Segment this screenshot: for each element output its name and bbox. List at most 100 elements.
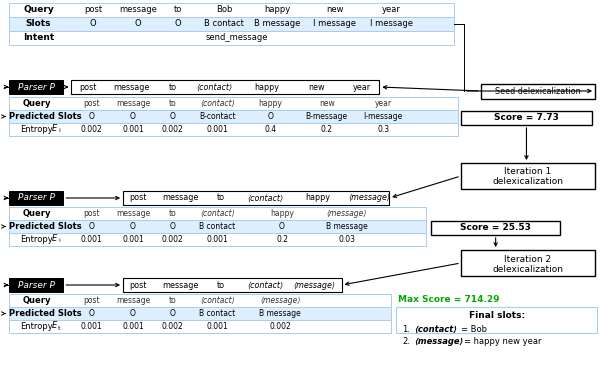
Text: Entropy: Entropy — [20, 125, 53, 134]
FancyBboxPatch shape — [481, 84, 595, 99]
FancyBboxPatch shape — [9, 307, 391, 320]
Text: ⟨message⟩: ⟨message⟩ — [293, 280, 335, 289]
Text: O: O — [279, 222, 285, 231]
Text: O: O — [88, 309, 94, 318]
Text: i: i — [59, 239, 60, 243]
Text: B-message: B-message — [305, 112, 348, 121]
Text: ⟨contact⟩: ⟨contact⟩ — [414, 324, 457, 333]
Text: Entropy: Entropy — [20, 235, 53, 244]
Text: ⟨contact⟩: ⟨contact⟩ — [196, 83, 232, 92]
Text: B contact: B contact — [205, 20, 244, 28]
Text: O: O — [130, 112, 136, 121]
Text: O: O — [90, 20, 97, 28]
Text: O: O — [175, 20, 181, 28]
Text: happy: happy — [254, 83, 280, 92]
Text: i: i — [59, 128, 60, 133]
Text: post: post — [129, 193, 146, 202]
Text: 2.: 2. — [402, 337, 410, 346]
Text: 0.002: 0.002 — [162, 125, 184, 134]
Text: = Bob: = Bob — [461, 324, 487, 333]
FancyBboxPatch shape — [9, 191, 64, 205]
Text: Bob: Bob — [216, 5, 233, 14]
Text: 0.001: 0.001 — [80, 235, 102, 244]
Text: Predicted Slots: Predicted Slots — [9, 112, 82, 121]
FancyBboxPatch shape — [9, 278, 64, 292]
Text: ⟨contact⟩: ⟨contact⟩ — [247, 280, 283, 289]
Text: ⟨contact⟩: ⟨contact⟩ — [247, 193, 283, 202]
Text: Parser P: Parser P — [17, 193, 55, 202]
FancyBboxPatch shape — [9, 233, 426, 246]
Text: Parser P: Parser P — [17, 280, 55, 289]
FancyBboxPatch shape — [9, 3, 454, 17]
FancyBboxPatch shape — [9, 123, 458, 136]
Text: message: message — [113, 83, 149, 92]
Text: 1.: 1. — [402, 324, 410, 333]
Text: message: message — [163, 280, 199, 289]
FancyBboxPatch shape — [123, 191, 389, 205]
Text: = happy new year: = happy new year — [464, 337, 541, 346]
Text: O: O — [170, 309, 176, 318]
Text: Score = 25.53: Score = 25.53 — [460, 223, 531, 232]
FancyBboxPatch shape — [9, 320, 391, 333]
Text: message: message — [116, 99, 150, 108]
Text: year: year — [352, 83, 371, 92]
Text: Max Score = 714.29: Max Score = 714.29 — [398, 296, 500, 305]
FancyBboxPatch shape — [461, 250, 595, 276]
Text: 0.001: 0.001 — [80, 322, 102, 331]
Text: O: O — [134, 20, 141, 28]
Text: 0.2: 0.2 — [276, 235, 288, 244]
Text: 0.3: 0.3 — [377, 125, 389, 134]
FancyBboxPatch shape — [461, 111, 592, 125]
Text: t: t — [58, 326, 61, 330]
Text: to: to — [169, 209, 176, 218]
FancyBboxPatch shape — [9, 17, 454, 31]
Text: message: message — [116, 209, 150, 218]
Text: Query: Query — [23, 5, 54, 14]
Text: Intent: Intent — [23, 34, 54, 43]
Text: I-message: I-message — [364, 112, 403, 121]
Text: new: new — [308, 83, 325, 92]
Text: Query: Query — [22, 99, 51, 108]
Text: O: O — [88, 222, 94, 231]
Text: ⟨message⟩: ⟨message⟩ — [414, 337, 464, 346]
Text: message: message — [116, 296, 150, 305]
Text: O: O — [130, 309, 136, 318]
Text: happy: happy — [258, 99, 282, 108]
Text: B contact: B contact — [199, 222, 236, 231]
Text: to: to — [169, 296, 176, 305]
Text: Query: Query — [22, 296, 51, 305]
Text: Slots: Slots — [26, 20, 51, 28]
Text: post: post — [83, 99, 100, 108]
FancyBboxPatch shape — [9, 31, 454, 45]
Text: post: post — [84, 5, 102, 14]
Text: post: post — [83, 209, 100, 218]
Text: 0.001: 0.001 — [206, 322, 228, 331]
Text: delexicalization: delexicalization — [493, 177, 563, 186]
Text: to: to — [217, 280, 224, 289]
Text: year: year — [382, 5, 401, 14]
Text: B-contact: B-contact — [199, 112, 236, 121]
Text: ⟨contact⟩: ⟨contact⟩ — [200, 209, 235, 218]
Text: post: post — [129, 280, 146, 289]
Text: O: O — [267, 112, 273, 121]
Text: Seed delexicalization: Seed delexicalization — [495, 87, 581, 96]
Text: Final slots:: Final slots: — [469, 312, 525, 321]
Text: Parser P: Parser P — [17, 83, 55, 92]
Text: 0.001: 0.001 — [122, 125, 144, 134]
Text: 0.002: 0.002 — [80, 125, 102, 134]
Text: Entropy: Entropy — [20, 322, 53, 331]
Text: 0.001: 0.001 — [122, 322, 144, 331]
Text: O: O — [88, 112, 94, 121]
Text: message: message — [119, 5, 157, 14]
Text: ⟨contact⟩: ⟨contact⟩ — [200, 99, 235, 108]
Text: 0.001: 0.001 — [206, 125, 228, 134]
Text: 0.001: 0.001 — [122, 235, 144, 244]
Text: B message: B message — [259, 309, 301, 318]
Text: to: to — [169, 83, 177, 92]
Text: O: O — [170, 112, 176, 121]
FancyBboxPatch shape — [9, 207, 426, 220]
FancyBboxPatch shape — [431, 221, 560, 235]
Text: year: year — [375, 99, 392, 108]
FancyBboxPatch shape — [123, 278, 341, 292]
Text: E: E — [52, 234, 57, 243]
